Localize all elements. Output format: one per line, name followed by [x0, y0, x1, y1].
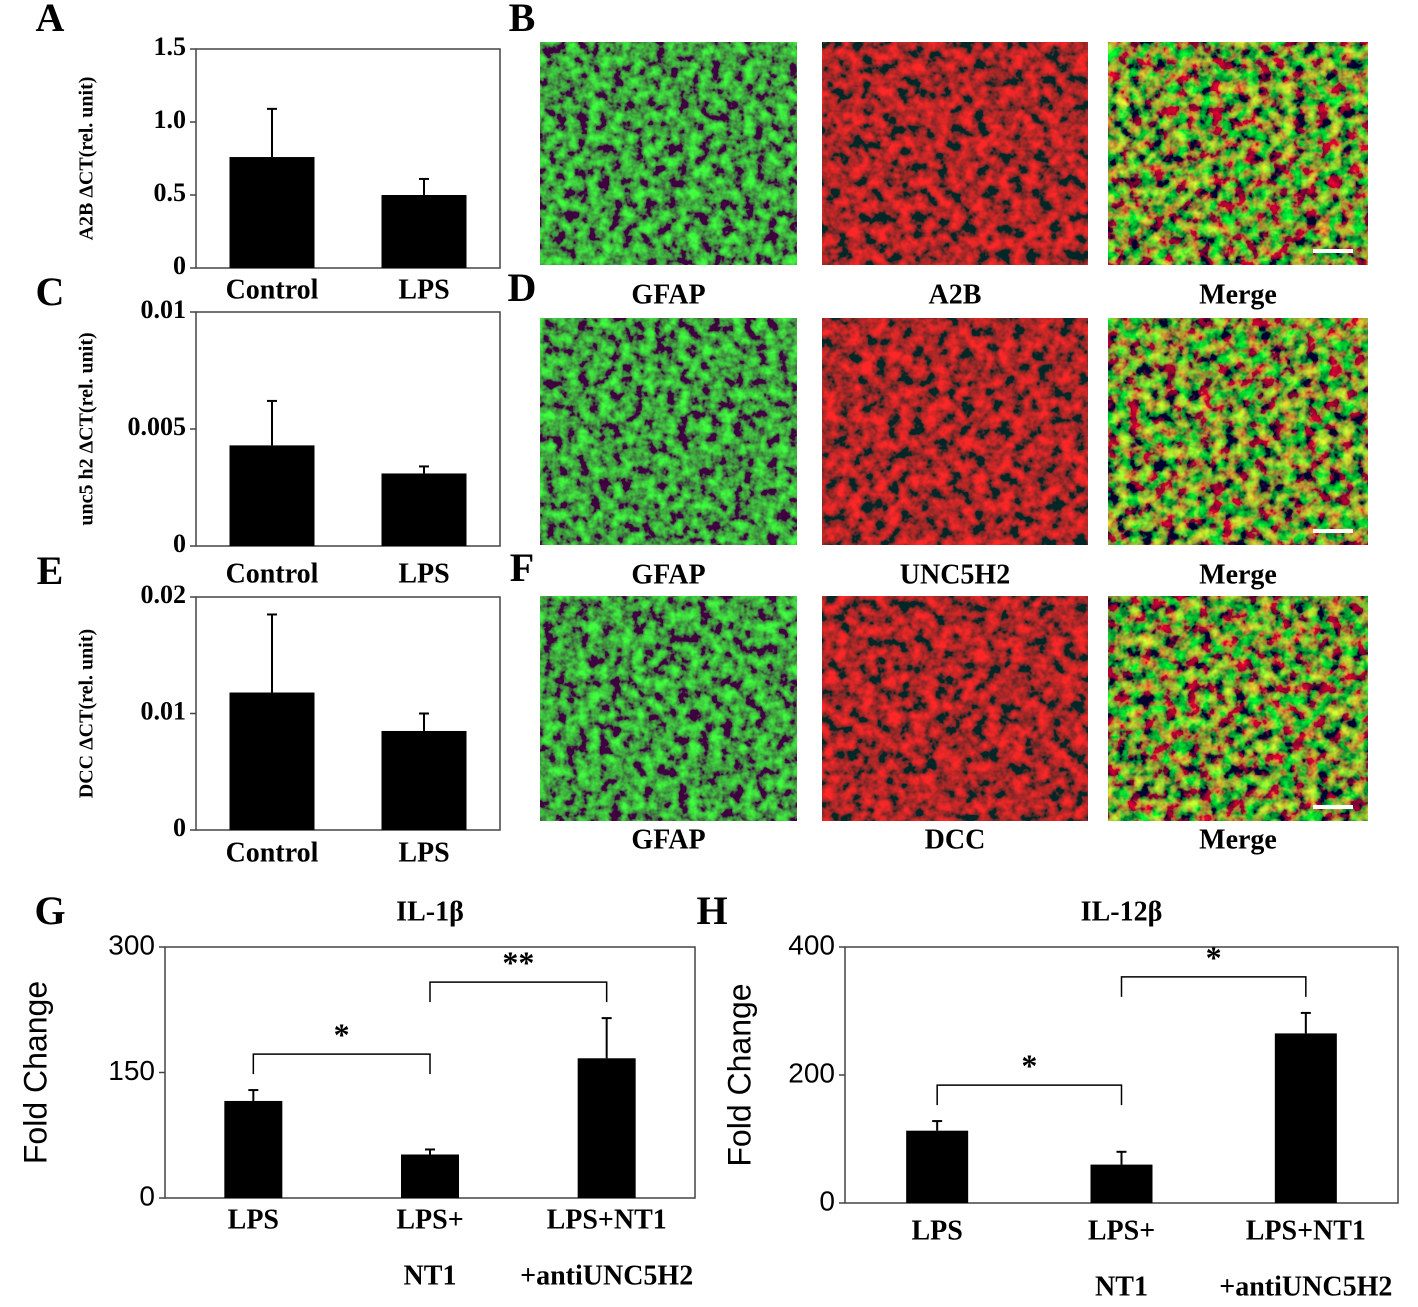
y-tick-label: 1.5 [154, 32, 187, 61]
x-tick-label: LPS+NT1 [547, 1204, 667, 1235]
bar [224, 1100, 283, 1198]
scale-bar [1313, 249, 1353, 253]
micrograph [1108, 596, 1368, 821]
panel-letter: A [36, 0, 65, 40]
x-tick-label: LPS+ [396, 1204, 463, 1235]
x-tick-label: LPS+ [1088, 1215, 1155, 1246]
y-tick-label: 0 [173, 251, 186, 280]
image-label: GFAP [631, 559, 705, 590]
x-tick-label: +antiUNC5H2 [520, 1260, 693, 1291]
bar [1090, 1164, 1153, 1203]
y-tick-label: 0.02 [141, 580, 187, 609]
bar [229, 157, 315, 268]
y-axis-label: Fold Change [17, 981, 53, 1164]
y-axis-label: A2B ΔCT(rel. unit) [76, 77, 98, 241]
micrograph [1108, 318, 1368, 545]
significance-label: * [1206, 939, 1222, 975]
image-label: GFAP [631, 279, 705, 310]
image-label: Merge [1199, 279, 1277, 310]
bar [381, 195, 467, 268]
x-tick-label: LPS [398, 837, 449, 868]
y-tick-label: 400 [788, 929, 835, 960]
x-tick-label: Control [226, 837, 319, 868]
panel-letter: C [36, 269, 65, 314]
panel-letter: D [508, 265, 537, 310]
panel-letter: H [696, 888, 727, 933]
image-label: DCC [925, 824, 986, 855]
bar [577, 1058, 636, 1198]
y-tick-label: 0 [173, 813, 186, 842]
panel-letter: E [37, 548, 64, 593]
y-axis-label: DCC ΔCT(rel. unit) [76, 629, 98, 798]
panel-letter: G [34, 888, 65, 933]
x-tick-label: LPS+NT1 [1246, 1215, 1366, 1246]
significance-bracket [936, 1084, 1123, 1106]
x-tick-label: +antiUNC5H2 [1219, 1271, 1392, 1302]
image-label: Merge [1199, 824, 1277, 855]
significance-bracket [252, 1053, 431, 1075]
micrograph [1108, 42, 1368, 265]
panel-letter: F [510, 545, 534, 590]
y-tick-label: 1.0 [154, 105, 187, 134]
image-label: Merge [1199, 559, 1277, 590]
x-tick-label: LPS [911, 1215, 962, 1246]
x-tick-label: LPS [398, 274, 449, 305]
scale-bar [1313, 529, 1353, 533]
x-tick-label: NT1 [404, 1260, 457, 1291]
significance-bracket [1120, 976, 1307, 997]
x-tick-label: LPS [228, 1204, 279, 1235]
micrograph [822, 42, 1088, 265]
significance-label: * [1021, 1047, 1037, 1083]
scale-bar [1313, 805, 1353, 809]
plot-frame [195, 48, 501, 269]
micrograph [540, 42, 797, 265]
y-tick-label: 0.01 [141, 696, 187, 725]
micrograph [540, 596, 797, 821]
micrograph [540, 318, 797, 545]
y-tick-label: 0 [173, 529, 186, 558]
significance-label: * [334, 1016, 350, 1052]
x-tick-label: NT1 [1095, 1271, 1148, 1302]
significance-label: ** [502, 944, 534, 980]
significance-bracket [429, 981, 608, 1003]
bar [1274, 1033, 1337, 1203]
x-tick-label: LPS [398, 558, 449, 589]
y-tick-label: 150 [108, 1055, 155, 1086]
x-tick-label: Control [226, 558, 319, 589]
chart-title: IL-12β [1081, 896, 1163, 927]
y-tick-label: 0.01 [141, 295, 187, 324]
bar [381, 473, 467, 546]
y-tick-label: 0 [819, 1185, 835, 1216]
bar [229, 692, 315, 830]
image-label: A2B [929, 279, 982, 310]
x-tick-label: Control [226, 274, 319, 305]
micrograph [822, 596, 1088, 821]
y-tick-label: 200 [788, 1057, 835, 1088]
chart-title: IL-1β [396, 896, 464, 927]
bar [401, 1154, 459, 1198]
y-tick-label: 300 [108, 929, 155, 960]
bar [906, 1130, 969, 1203]
y-tick-label: 0.005 [128, 412, 187, 441]
y-axis-label: unc5 h2 ΔCT(rel. unit) [76, 332, 98, 525]
bar [381, 730, 467, 830]
bar [229, 445, 315, 546]
y-tick-label: 0.5 [154, 178, 187, 207]
micrograph [822, 318, 1088, 545]
y-tick-label: 0 [139, 1180, 155, 1211]
image-label: GFAP [631, 824, 705, 855]
y-axis-label: Fold Change [721, 983, 757, 1166]
panel-letter: B [509, 0, 536, 40]
image-label: UNC5H2 [900, 559, 1010, 590]
